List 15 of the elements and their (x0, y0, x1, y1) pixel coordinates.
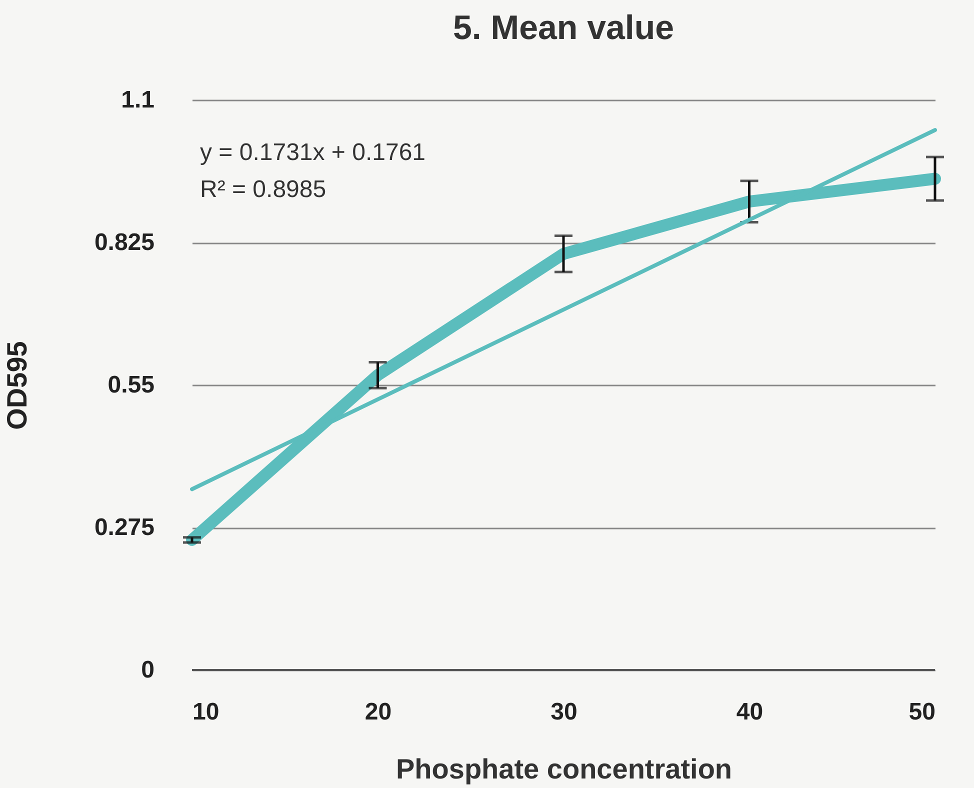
y-tick-label: 0.825 (94, 229, 154, 256)
chart-title: 5. Mean value (452, 9, 674, 47)
x-tick-label: 30 (550, 698, 578, 726)
x-tick-label: 40 (736, 698, 764, 726)
x-tick-label: 10 (192, 698, 220, 726)
y-tick-label: 1.1 (121, 86, 154, 114)
y-tick-label: 0.55 (108, 372, 154, 398)
x-tick-label: 50 (908, 698, 936, 726)
annotation: R² = 0.8985 (200, 176, 326, 203)
annotation: y = 0.1731x + 0.1761 (200, 139, 426, 166)
y-tick-label: 0 (141, 656, 154, 684)
y-axis-title: OD595 (2, 341, 32, 430)
y-tick-label: 0.275 (94, 514, 154, 541)
x-axis-title: Phosphate concentration (396, 754, 732, 784)
x-tick-label: 20 (364, 698, 392, 726)
